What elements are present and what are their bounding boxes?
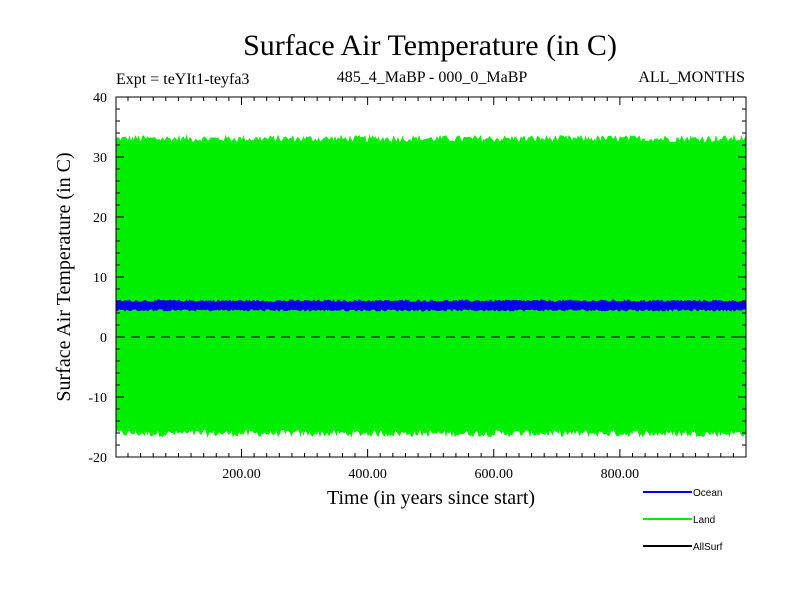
legend-label-ocean: Ocean — [693, 488, 722, 499]
x-tick-label: 600.00 — [474, 467, 513, 482]
x-tick-label: 200.00 — [222, 467, 261, 482]
y-axis-label: Surface Air Temperature (in C) — [53, 152, 75, 401]
chart-subtitle-left: Expt = teYIt1-teyfa3 — [116, 71, 249, 88]
y-tick-label: 0 — [100, 331, 107, 346]
legend: Ocean Land AllSurf — [643, 488, 723, 553]
y-tick-label: -10 — [88, 391, 107, 406]
x-tick-label: 400.00 — [348, 467, 387, 482]
y-tick-label: -20 — [88, 451, 107, 466]
y-tick-label: 10 — [93, 271, 107, 286]
series-land-band — [115, 134, 747, 438]
chart-title: Surface Air Temperature (in C) — [243, 29, 617, 62]
x-axis-label: Time (in years since start) — [327, 487, 535, 509]
plot-area — [115, 134, 747, 438]
legend-label-land: Land — [693, 515, 715, 526]
y-tick-label: 20 — [93, 211, 107, 226]
legend-label-allsurf: AllSurf — [693, 542, 723, 553]
y-tick-label: 40 — [93, 91, 107, 106]
y-tick-label: 30 — [93, 151, 107, 166]
axes: -20 -10 0 10 20 30 40 200.00 400.00 600.00 800.00 — [88, 91, 746, 482]
chart-subtitle-right: ALL_MONTHS — [638, 69, 745, 86]
x-tick-label: 800.00 — [601, 467, 640, 482]
chart-subtitle-center: 485_4_MaBP - 000_0_MaBP — [337, 69, 528, 86]
